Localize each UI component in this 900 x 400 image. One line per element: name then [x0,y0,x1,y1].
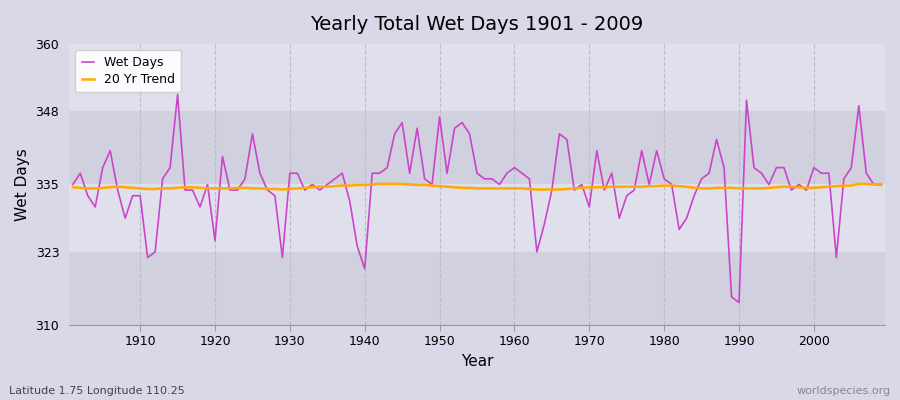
X-axis label: Year: Year [461,354,493,369]
Wet Days [517,171,527,176]
Wet Days [68,182,78,187]
Line: Wet Days: Wet Days [73,94,881,302]
20 Yr Trend [300,186,310,190]
20 Yr Trend [374,182,385,186]
20 Yr Trend [277,187,288,192]
Legend: Wet Days, 20 Yr Trend: Wet Days, 20 Yr Trend [76,50,181,92]
Bar [69,44,885,111]
Line: 20 Yr Trend: 20 Yr Trend [73,184,881,190]
20 Yr Trend [68,185,78,190]
Bar [69,252,885,325]
Wet Days [300,188,310,192]
Bar [69,184,885,252]
20 Yr Trend [614,184,625,189]
Wet Days [607,171,617,176]
Text: Latitude 1.75 Longitude 110.25: Latitude 1.75 Longitude 110.25 [9,386,184,396]
Wet Days [509,165,520,170]
Bar [69,111,885,184]
20 Yr Trend [345,183,356,188]
Wet Days [172,92,183,97]
20 Yr Trend [876,183,886,188]
20 Yr Trend [127,186,138,190]
Wet Days [345,199,356,204]
20 Yr Trend [517,186,527,191]
20 Yr Trend [524,186,535,191]
Y-axis label: Wet Days: Wet Days [15,148,30,221]
Title: Yearly Total Wet Days 1901 - 2009: Yearly Total Wet Days 1901 - 2009 [310,15,644,34]
Wet Days [734,300,744,305]
Wet Days [127,193,138,198]
Wet Days [876,182,886,187]
Text: worldspecies.org: worldspecies.org [796,386,891,396]
